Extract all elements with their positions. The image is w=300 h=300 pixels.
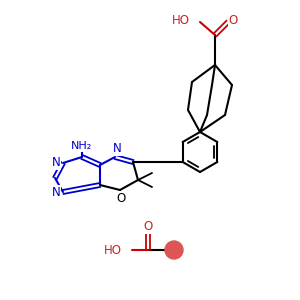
Text: O: O [116, 191, 126, 205]
Text: N: N [52, 185, 60, 199]
Circle shape [165, 241, 183, 259]
Text: N: N [112, 142, 122, 155]
Text: HO: HO [104, 244, 122, 256]
Text: HO: HO [172, 14, 190, 28]
Text: O: O [228, 14, 238, 28]
Text: N: N [52, 157, 60, 169]
Text: O: O [143, 220, 153, 233]
Text: NH₂: NH₂ [71, 141, 93, 151]
